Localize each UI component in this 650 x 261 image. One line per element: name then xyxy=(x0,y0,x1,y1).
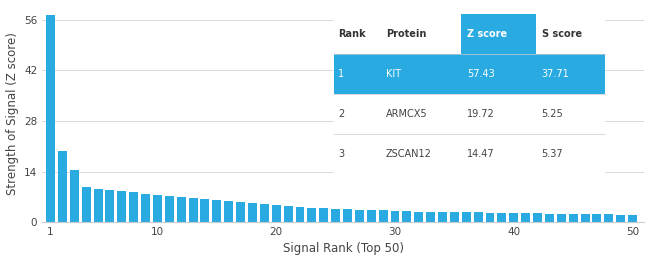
Text: 1: 1 xyxy=(338,69,344,79)
Bar xyxy=(331,209,340,222)
Bar xyxy=(248,203,257,222)
Bar xyxy=(153,195,162,222)
Bar xyxy=(165,196,174,222)
Bar xyxy=(367,210,376,222)
Bar xyxy=(545,213,554,222)
Bar xyxy=(355,210,364,222)
FancyBboxPatch shape xyxy=(536,94,605,134)
Bar xyxy=(343,209,352,222)
Text: Z score: Z score xyxy=(467,29,507,39)
Bar xyxy=(224,201,233,222)
Bar xyxy=(616,215,625,222)
Bar xyxy=(391,211,400,222)
FancyBboxPatch shape xyxy=(334,134,380,174)
Bar xyxy=(129,192,138,222)
FancyBboxPatch shape xyxy=(380,94,461,134)
Bar xyxy=(236,202,245,222)
Text: Protein: Protein xyxy=(386,29,426,39)
Text: 5.37: 5.37 xyxy=(541,149,563,159)
Text: Rank: Rank xyxy=(338,29,365,39)
Bar xyxy=(402,211,411,222)
Text: ARMCX5: ARMCX5 xyxy=(386,109,428,119)
Text: 3: 3 xyxy=(338,149,344,159)
Bar xyxy=(450,212,459,222)
FancyBboxPatch shape xyxy=(536,14,605,54)
Text: 2: 2 xyxy=(338,109,344,119)
Bar xyxy=(628,215,637,222)
Text: ZSCAN12: ZSCAN12 xyxy=(386,149,432,159)
Text: 14.47: 14.47 xyxy=(467,149,495,159)
Bar xyxy=(379,210,387,222)
Bar xyxy=(319,208,328,222)
Bar xyxy=(118,191,126,222)
Bar xyxy=(569,214,578,222)
Bar xyxy=(426,212,435,222)
FancyBboxPatch shape xyxy=(461,54,536,94)
FancyBboxPatch shape xyxy=(334,54,380,94)
Text: S score: S score xyxy=(541,29,582,39)
FancyBboxPatch shape xyxy=(461,14,536,54)
FancyBboxPatch shape xyxy=(461,94,536,134)
Bar xyxy=(296,207,304,222)
Bar xyxy=(557,214,566,222)
FancyBboxPatch shape xyxy=(461,134,536,174)
FancyBboxPatch shape xyxy=(334,94,380,134)
Y-axis label: Strength of Signal (Z score): Strength of Signal (Z score) xyxy=(6,32,19,195)
X-axis label: Signal Rank (Top 50): Signal Rank (Top 50) xyxy=(283,242,404,256)
FancyBboxPatch shape xyxy=(380,54,461,94)
Bar xyxy=(580,214,590,222)
FancyBboxPatch shape xyxy=(334,14,380,54)
FancyBboxPatch shape xyxy=(380,14,461,54)
Bar xyxy=(604,215,613,222)
Bar xyxy=(260,204,269,222)
Bar xyxy=(58,151,67,222)
Text: 19.72: 19.72 xyxy=(467,109,495,119)
FancyBboxPatch shape xyxy=(380,134,461,174)
Bar xyxy=(46,15,55,222)
Bar xyxy=(94,189,103,222)
FancyBboxPatch shape xyxy=(536,134,605,174)
Bar xyxy=(510,213,518,222)
Text: KIT: KIT xyxy=(386,69,401,79)
Bar xyxy=(521,213,530,222)
Text: 5.25: 5.25 xyxy=(541,109,564,119)
Bar xyxy=(307,207,317,222)
Bar xyxy=(486,213,495,222)
Bar xyxy=(533,213,542,222)
Bar xyxy=(188,198,198,222)
Bar xyxy=(438,212,447,222)
Bar xyxy=(474,212,482,222)
Bar xyxy=(593,214,601,222)
FancyBboxPatch shape xyxy=(536,54,605,94)
Bar xyxy=(213,200,221,222)
Bar xyxy=(272,205,281,222)
Bar xyxy=(283,206,292,222)
Bar xyxy=(414,212,423,222)
Text: 37.71: 37.71 xyxy=(541,69,569,79)
Bar xyxy=(141,193,150,222)
Bar xyxy=(177,197,186,222)
Bar xyxy=(70,170,79,222)
Bar xyxy=(462,212,471,222)
Bar xyxy=(82,187,90,222)
Text: 57.43: 57.43 xyxy=(467,69,495,79)
Bar xyxy=(105,190,114,222)
Bar xyxy=(497,213,506,222)
Bar xyxy=(200,199,209,222)
